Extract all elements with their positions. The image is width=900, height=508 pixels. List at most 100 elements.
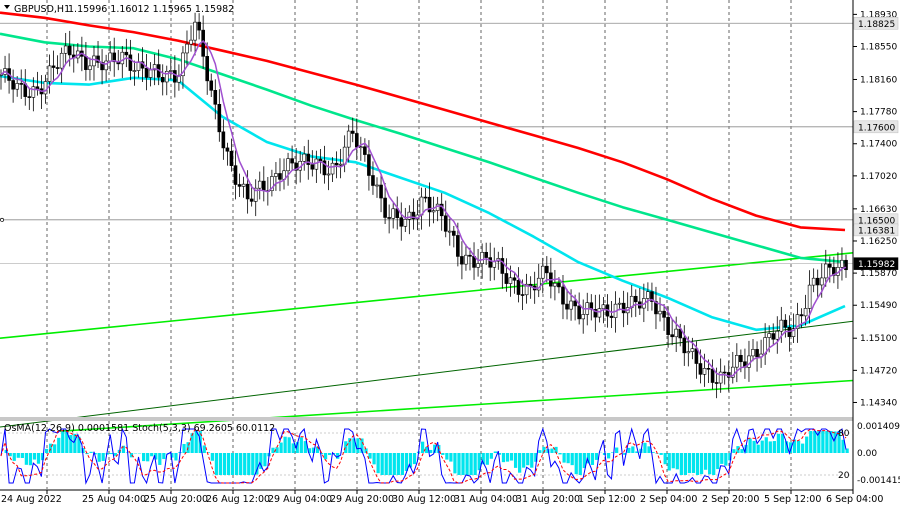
price-tick-label: 1.17400 [860,140,897,150]
osma-bar [647,446,651,453]
candle-body [148,69,153,78]
candle-body [217,103,222,133]
osma-bar [433,444,437,453]
osma-bar [691,453,696,473]
candle-body [160,77,165,83]
candle-body [257,180,262,189]
osma-bar [49,443,53,453]
moving-average-line [0,74,846,332]
osma-bar [542,446,546,453]
candle-body [439,203,444,217]
osma-bar [356,438,360,453]
osma-bar [129,453,134,458]
osma-bar [259,453,263,469]
price-tag-box [853,257,899,270]
candle-body [553,282,557,287]
time-tick-label: 25 Aug 04:00 [82,494,146,505]
indicator-axis: 80 20 0.0014096 0.00 -0.001415 [838,422,900,486]
candle-body [682,337,687,354]
candle-body [286,158,290,172]
panel-separator[interactable] [0,417,853,421]
osma-bar [61,431,65,453]
osma-bar [182,443,186,453]
candle-body [803,308,808,317]
main-price-panel[interactable]: 1.18930 1.18550 1.18160 1.17780 1.17400 1.170… [0,0,899,433]
candle-body [209,80,214,91]
osma-bar [121,445,126,453]
short-ma-line [0,39,847,377]
candle-body [447,230,452,233]
candle-body [828,263,832,268]
osma-bar [513,453,518,468]
channel-line [0,320,854,428]
candle-body [164,70,169,83]
osma-bar [776,433,781,453]
candle-body [294,162,298,171]
candle-body [670,334,674,338]
osma-bar [4,449,8,453]
osma-bar [695,453,700,475]
candle-body [314,158,319,170]
osma-bar [146,453,150,462]
candle-body [241,183,246,187]
candle-body [233,165,238,185]
osma-bar [412,453,417,465]
osma-bar [550,448,554,453]
osma-bar [792,439,797,453]
osma-bar [303,441,307,453]
candle-body [51,65,56,68]
osma-bar [113,453,117,456]
candle-body [460,256,464,265]
candle-body [819,277,824,286]
osma-bar [703,453,708,470]
candle-body [189,39,193,45]
time-tick-label: 2 Sep 04:00 [640,494,697,505]
dropdown-triangle-icon[interactable] [4,5,10,9]
candle-body [775,330,780,340]
osma-bar [821,431,825,453]
candle-body [318,158,323,162]
time-tick-label: 2 Sep 20:00 [702,494,759,505]
candle-body [718,371,723,384]
indicator-panel[interactable]: OsMA(12,26,9) 0.0001581 Stoch(5,3,3) 69.… [0,421,900,489]
candle-body [338,163,343,166]
osma-bar [275,447,279,453]
osma-bar [748,438,752,453]
osma-bar [534,453,538,462]
osma-bar [562,453,566,463]
osma-bar [732,449,736,453]
candle-body [391,208,395,219]
candle-body [456,235,460,257]
osma-bar [263,453,267,467]
candle-body [27,96,32,98]
candle-body [55,67,60,69]
osma-bar [251,453,255,475]
price-tick-label: 1.18550 [860,43,897,53]
price-tick-label: 1.17780 [860,108,897,118]
osma-bar [24,453,29,465]
osma-bar [687,453,692,474]
candle-body [15,83,19,90]
candle-body [593,309,598,318]
osma-bar [833,431,837,453]
osma-bar [712,453,716,475]
osma-bar [631,446,635,453]
candle-body [686,351,691,354]
candle-body [710,368,715,383]
osma-bar [728,453,732,461]
candle-body [185,43,189,54]
candle-body [407,211,412,220]
candle-body [646,291,650,299]
osma-bar [473,453,477,475]
symbol-label: GBPUSD,H1 [14,4,70,15]
osma-bar [675,453,679,470]
osma-bar [218,453,223,475]
candle-body [213,90,218,105]
price-tick-label: 1.18930 [860,10,897,20]
osma-bar [299,437,303,453]
candle-body [504,273,509,284]
osma-bar [408,453,413,468]
candle-body [104,60,108,71]
